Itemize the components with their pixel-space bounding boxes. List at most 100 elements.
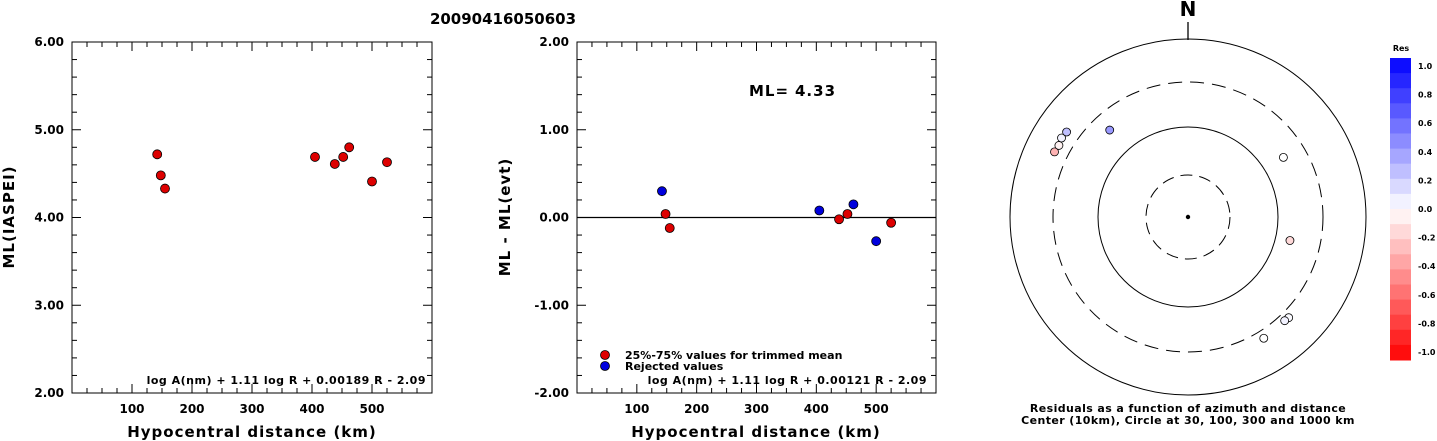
plot-frame — [71, 41, 433, 394]
data-point — [382, 157, 392, 168]
data-point — [657, 186, 667, 197]
epicenter-marker — [1185, 214, 1191, 220]
colorbar-swatch — [1390, 163, 1411, 180]
colorbar-tick-label: 0.6 — [1418, 119, 1433, 128]
caption-line-2: Center (10km), Circle at 30, 100, 300 an… — [1021, 414, 1355, 427]
ring-100km — [1097, 126, 1279, 308]
colorbar-swatch — [1390, 344, 1411, 361]
data-points — [657, 186, 897, 247]
y-tick-label: 0.00 — [539, 211, 569, 225]
north-label: N — [1180, 0, 1197, 21]
legend-label-rejected: Rejected values — [625, 360, 724, 373]
colorbar-swatch — [1390, 178, 1411, 195]
colorbar-swatch — [1390, 314, 1411, 331]
y-tick-label: 2.00 — [34, 386, 64, 400]
y-tick-label: 5.00 — [34, 123, 64, 137]
colorbar-swatch — [1390, 88, 1411, 104]
x-tick-label: 300 — [744, 402, 769, 416]
x-tick-label: 400 — [804, 402, 829, 416]
colorbar-tick-label: -0.8 — [1418, 319, 1436, 328]
ml-label: ML= — [749, 82, 789, 100]
y-axis-label: ML(IASPEI) — [0, 165, 18, 268]
colorbar-swatch — [1390, 118, 1411, 134]
colorbar-swatch — [1390, 58, 1411, 74]
colorbar-tick-label: -0.2 — [1418, 234, 1436, 243]
station-marker — [1050, 147, 1059, 157]
axis-ticks — [577, 42, 936, 393]
data-point — [310, 152, 320, 162]
x-tick-labels: 100 200 300 400 500 — [624, 402, 888, 416]
y-tick-label: 1.00 — [539, 123, 569, 137]
ring-30km — [1145, 174, 1231, 260]
data-point — [814, 205, 825, 216]
colorbar-swatch — [1390, 73, 1411, 89]
station-marker — [1280, 316, 1290, 326]
residual-colorbar: Res 1.0 0.8 0.6 0.4 0.2 0.0 -0.2 -0.4 -0.6 -0.8 -1… — [1390, 44, 1436, 361]
x-tick-label: 200 — [179, 402, 204, 416]
x-tick-label: 200 — [684, 402, 709, 416]
y-tick-label: -1.00 — [534, 298, 569, 312]
data-point — [834, 214, 844, 225]
y-axis-label: ML - ML(evt) — [496, 158, 514, 276]
colorbar-tick-label: 0.8 — [1418, 91, 1433, 100]
figure-title: 20090416050603 — [430, 10, 576, 28]
station-marker — [1057, 133, 1066, 143]
colorbar-swatch — [1390, 269, 1411, 285]
y-tick-label: -2.00 — [534, 386, 569, 400]
ml-value: 4.33 — [795, 82, 836, 100]
data-point — [848, 199, 859, 210]
colorbar-tick-label: 0.4 — [1418, 148, 1433, 157]
magnitude-vs-distance-plot: 2.00 3.00 4.00 5.00 6.00 100 200 300 400 500 log… — [0, 35, 433, 441]
x-tick-label: 500 — [864, 402, 889, 416]
y-tick-labels: 2.00 3.00 4.00 5.00 6.00 — [34, 35, 64, 400]
axis-ticks — [72, 42, 432, 393]
data-point — [155, 170, 166, 181]
legend-marker-rejected — [600, 361, 610, 371]
station-marker — [1105, 125, 1115, 135]
data-points — [152, 142, 392, 194]
x-tick-label: 100 — [119, 402, 144, 416]
colorbar-tick-label: -1.0 — [1418, 348, 1436, 357]
data-point — [660, 209, 671, 219]
data-point — [160, 183, 170, 194]
x-tick-label: 300 — [239, 402, 264, 416]
residual-vs-distance-plot: -2.00 -1.00 0.00 1.00 2.00 100 200 300 400 500 M… — [496, 35, 937, 441]
station-markers — [1050, 125, 1295, 343]
ring-outer — [1009, 38, 1367, 396]
colorbar-swatch — [1390, 254, 1411, 270]
station-marker — [1285, 236, 1295, 245]
y-tick-label: 3.00 — [34, 298, 64, 312]
y-tick-label: 2.00 — [539, 35, 569, 49]
legend-marker-trimmed — [600, 350, 610, 360]
azimuth-residual-plot: N Residuals as a function of azimuth and… — [1009, 0, 1367, 427]
data-point — [344, 142, 355, 153]
y-tick-labels: -2.00 -1.00 0.00 1.00 2.00 — [534, 35, 569, 400]
caption-line-1: Residuals as a function of azimuth and d… — [1030, 402, 1346, 415]
x-axis-label: Hypocentral distance (km) — [127, 423, 377, 441]
colorbar-tick-label: 0.0 — [1418, 205, 1433, 214]
data-point — [152, 149, 163, 160]
colorbar-swatch — [1390, 103, 1411, 119]
formula-label: log A(nm) + 1.11 log R + 0.00121 R - 2.0… — [648, 374, 927, 387]
colorbar-tick-label: -0.6 — [1418, 291, 1436, 300]
colorbar-tick-label: 1.0 — [1418, 62, 1433, 71]
colorbar-swatch — [1390, 284, 1411, 301]
colorbar-swatch — [1390, 209, 1411, 225]
colorbar-swatches — [1390, 58, 1411, 361]
station-marker — [1279, 152, 1288, 162]
colorbar-swatch — [1390, 239, 1411, 255]
colorbar-tick-label: -0.4 — [1418, 262, 1436, 271]
formula-label: log A(nm) + 1.11 log R + 0.00189 R - 2.0… — [147, 374, 426, 387]
data-point — [367, 176, 377, 187]
x-tick-labels: 100 200 300 400 500 — [119, 402, 384, 416]
station-marker — [1259, 333, 1269, 343]
x-tick-label: 500 — [359, 402, 384, 416]
legend-label-trimmed: 25%-75% values for trimmed mean — [625, 349, 842, 362]
colorbar-swatch — [1390, 329, 1411, 346]
colorbar-tick-label: 0.2 — [1418, 176, 1432, 185]
colorbar-swatch — [1390, 224, 1411, 240]
data-point — [871, 236, 882, 247]
colorbar-swatch — [1390, 148, 1411, 165]
station-marker — [1062, 127, 1071, 137]
